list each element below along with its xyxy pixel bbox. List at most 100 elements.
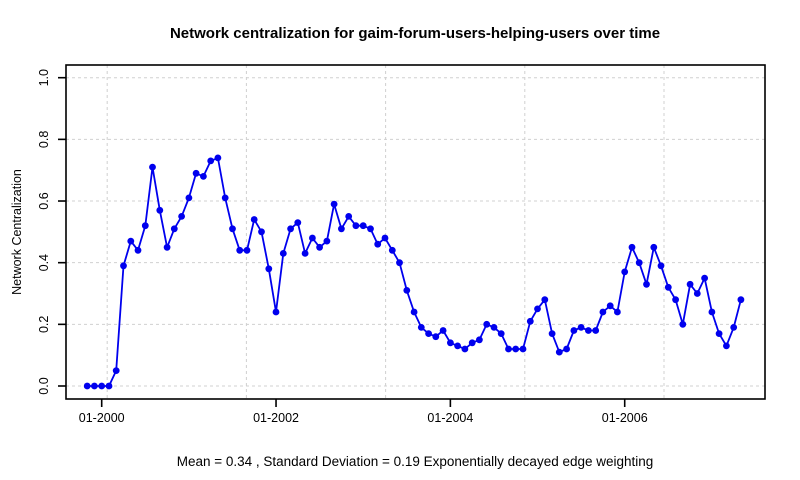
series-line [87,156,742,387]
data-point [686,280,694,288]
data-point [534,305,541,313]
data-point [599,308,607,316]
data-point [134,246,142,254]
data-point [643,280,650,288]
data-point [708,308,716,316]
data-point [635,259,643,267]
data-point [105,382,113,390]
data-point [301,250,309,257]
y-tick-label: 0.4 [37,254,51,271]
data-point [563,345,570,353]
data-point [163,243,171,251]
data-point [279,250,287,257]
data-point [693,290,701,297]
data-point [730,324,738,331]
data-point [425,330,432,337]
data-point [468,339,476,347]
data-point [723,342,730,350]
y-tick-label: 0.6 [37,192,51,209]
data-point [526,317,534,325]
data-point [679,320,687,328]
data-point [483,320,491,328]
data-point [461,345,469,353]
y-tick-label: 0.8 [37,131,51,148]
data-point [490,324,498,331]
data-point [439,327,447,334]
data-point [650,243,658,251]
data-point [156,206,164,214]
data-point [287,225,294,233]
data-point [374,240,382,248]
data-point [352,222,360,230]
data-point [221,194,229,202]
data-point [476,336,483,344]
stats-caption: Mean = 0.34 , Standard Deviation = 0.19 … [176,454,654,469]
data-point [512,345,520,353]
data-point [505,345,512,353]
data-point [265,265,273,273]
data-point [83,382,91,390]
data-point [243,246,251,254]
data-point [112,367,120,374]
data-point [200,173,207,180]
data-point [570,327,578,334]
x-tick-label: 01-2002 [253,411,299,425]
data-point [403,287,411,294]
data-point [149,163,156,171]
data-point [447,339,454,347]
data-point [592,327,600,334]
data-point [170,225,178,233]
y-tick-label: 0.2 [37,316,51,333]
data-point [330,200,338,208]
data-point [192,169,200,177]
data-point [657,262,665,270]
data-point [628,243,636,251]
data-point [207,157,215,165]
data-point [338,225,345,233]
data-point [672,296,679,304]
data-point [701,274,708,282]
data-point [294,219,302,227]
data-point [127,237,135,245]
data-point [388,246,396,254]
data-point [309,234,316,242]
data-point [497,330,505,337]
data-point [664,283,672,291]
data-point [258,228,265,236]
data-point [178,213,186,220]
data-point [120,262,127,270]
data-point [541,296,549,304]
data-point [316,243,323,251]
data-point [410,308,418,316]
data-point [250,216,258,223]
data-point [229,225,236,233]
data-point [185,194,193,202]
data-point [585,327,592,334]
data-point [577,324,585,331]
data-point [345,213,353,220]
data-point [236,246,244,254]
y-tick-label: 1.0 [37,69,51,86]
data-point [715,330,723,337]
data-point [737,296,745,304]
data-point [432,333,440,341]
data-point [548,330,556,337]
data-point [396,259,403,267]
data-point [323,237,331,245]
data-point [606,302,614,310]
data-point [98,382,106,390]
data-point [91,382,98,390]
y-tick-label: 0.0 [37,377,51,394]
data-point [454,342,461,350]
data-point [141,222,149,230]
plot-border [65,64,766,400]
data-point [359,222,367,230]
data-point [272,308,280,316]
x-tick-label: 01-2006 [602,411,648,425]
data-point [214,154,222,162]
data-point [519,345,527,353]
x-tick-label: 01-2000 [79,411,125,425]
data-point [621,268,629,276]
chart-title: Network centralization for gaim-forum-us… [169,25,661,42]
